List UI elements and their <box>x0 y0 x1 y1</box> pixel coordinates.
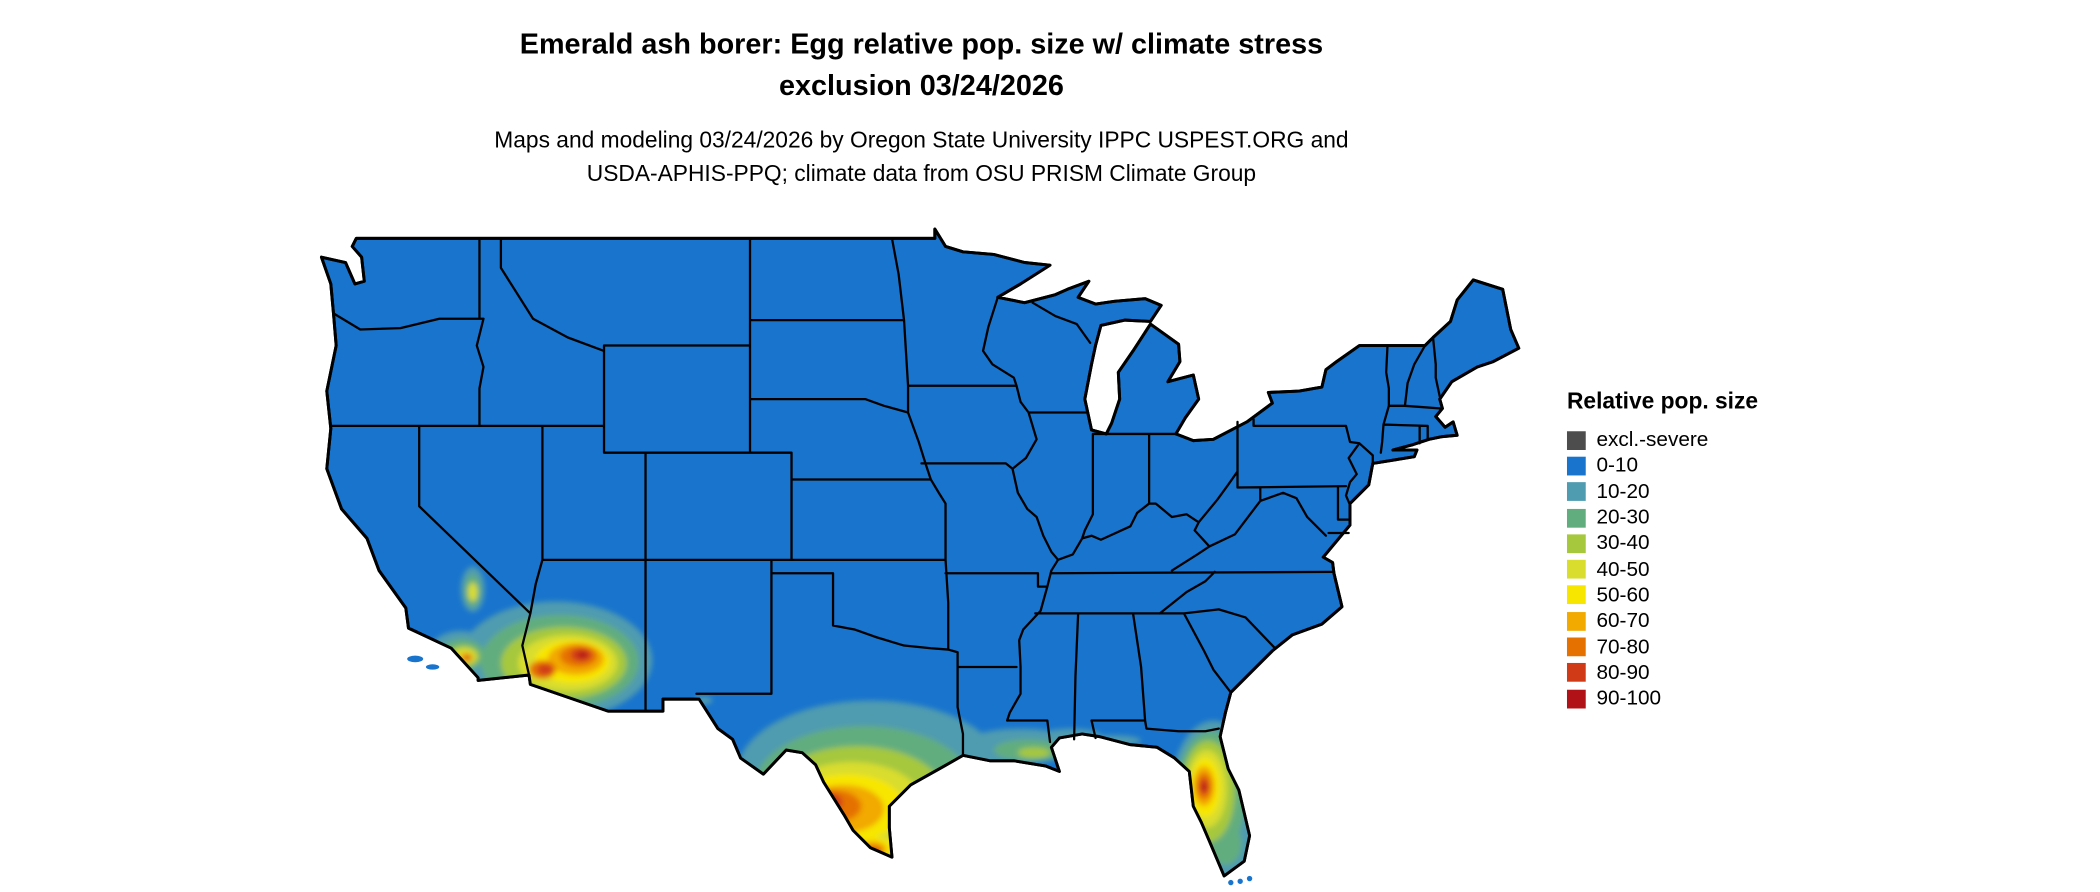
state-borders <box>329 237 1443 757</box>
legend-swatch <box>1566 508 1586 528</box>
map-subtitle-line2: USDA-APHIS-PPQ; climate data from OSU PR… <box>586 160 1257 187</box>
legend-item: 30-40 <box>1566 531 1848 557</box>
channel-islands <box>407 655 440 670</box>
legend-item: 80-90 <box>1566 660 1848 686</box>
legend-item: 40-50 <box>1566 556 1848 582</box>
legend-item-label: 40-50 <box>1596 557 1650 581</box>
us-map <box>319 227 1521 886</box>
legend-swatch <box>1566 611 1586 631</box>
legend-item-label: 50-60 <box>1596 583 1650 607</box>
legend-title: Relative pop. size <box>1566 388 1759 414</box>
legend-item-label: 60-70 <box>1596 609 1650 633</box>
legend-item: 10-20 <box>1566 479 1848 505</box>
legend-item-label: 30-40 <box>1596 532 1650 555</box>
legend-item-label: 0-10 <box>1596 454 1639 478</box>
us-map-container <box>305 225 1532 887</box>
legend-item-label: 20-30 <box>1596 506 1650 530</box>
legend-item-label: 10-20 <box>1596 480 1650 504</box>
title-block: Emerald ash borer: Egg relative pop. siz… <box>0 24 1843 107</box>
legend-item: 0-10 <box>1566 453 1848 479</box>
legend-swatch <box>1566 663 1586 683</box>
legend-item: 70-80 <box>1566 634 1848 660</box>
map-subtitle-line1: Maps and modeling 03/24/2026 by Oregon S… <box>494 127 1349 153</box>
legend-swatch <box>1566 559 1586 579</box>
map-title-line1: Emerald ash borer: Egg relative pop. siz… <box>519 28 1324 61</box>
florida-keys <box>1228 875 1253 886</box>
legend-swatch <box>1566 456 1586 476</box>
legend-swatch <box>1566 585 1586 605</box>
map-title-line2: exclusion 03/24/2026 <box>778 69 1064 102</box>
legend-item: 60-70 <box>1566 608 1848 634</box>
legend-item: excl.-severe <box>1566 427 1848 453</box>
legend-swatch <box>1566 689 1586 708</box>
legend-item: 90-100 <box>1566 686 1848 712</box>
legend-swatch <box>1566 637 1586 657</box>
legend: Relative pop. size excl.-severe 0-10 10-20… <box>1566 388 1848 712</box>
legend-swatch <box>1566 430 1586 450</box>
legend-swatch <box>1566 534 1586 553</box>
legend-item-label: 70-80 <box>1596 635 1650 659</box>
legend-item-label: excl.-severe <box>1596 428 1709 452</box>
legend-item-label: 90-100 <box>1596 687 1662 710</box>
legend-item: 50-60 <box>1566 582 1848 608</box>
subtitle-block: Maps and modeling 03/24/2026 by Oregon S… <box>0 123 1843 190</box>
legend-items: excl.-severe 0-10 10-20 20-30 30-40 40-50 50-6… <box>1566 427 1848 712</box>
legend-item: 20-30 <box>1566 505 1848 531</box>
legend-item-label: 80-90 <box>1596 661 1650 685</box>
legend-swatch <box>1566 482 1586 502</box>
